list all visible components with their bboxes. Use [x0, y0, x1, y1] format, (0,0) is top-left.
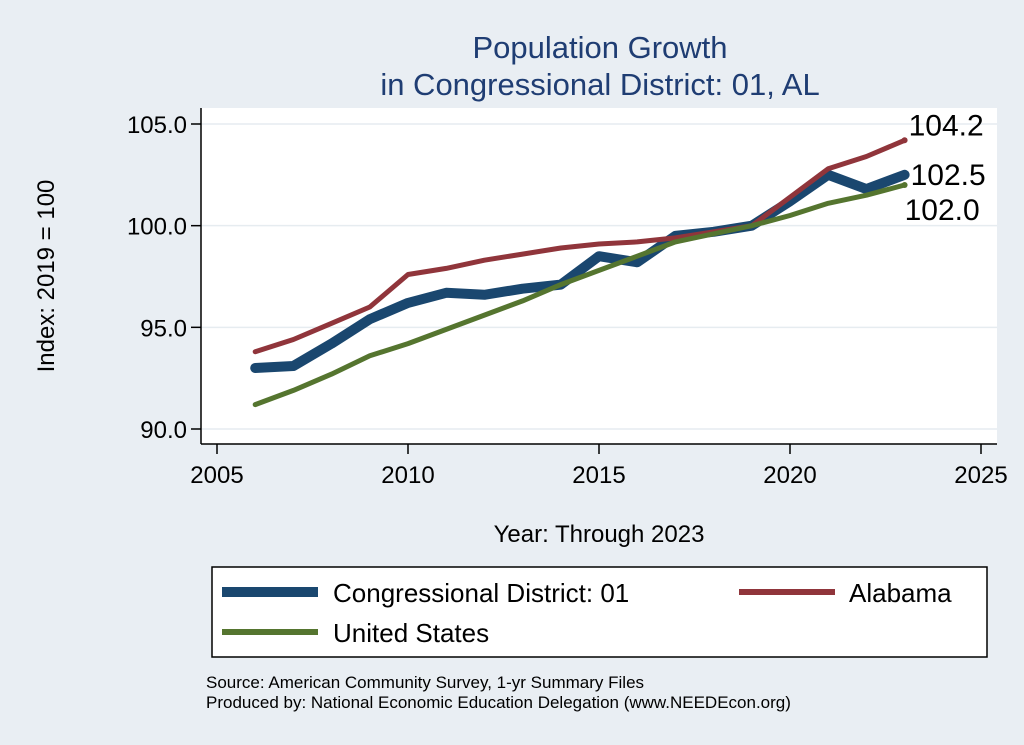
- producer-note: Produced by: National Economic Education…: [206, 693, 791, 712]
- end-label-united-states: 102.0: [905, 194, 980, 227]
- legend-label-united-states: United States: [333, 618, 489, 648]
- series-lines: [250, 137, 910, 408]
- y-tick-label: 100.0: [127, 214, 187, 241]
- y-tick-label: 105.0: [127, 112, 187, 139]
- end-marker: [901, 137, 908, 144]
- chart-title-line-2: in Congressional District: 01, AL: [380, 67, 819, 102]
- series-line-alabama: [252, 137, 908, 355]
- x-tick-label: 2025: [954, 462, 1007, 489]
- x-tick-label: 2020: [763, 462, 816, 489]
- gridlines: [201, 123, 997, 430]
- end-marker: [901, 182, 908, 188]
- y-tick-label: 90.0: [140, 417, 187, 444]
- series-line-congressional-district: [250, 169, 910, 373]
- legend-box: [211, 566, 988, 658]
- chart-title-line-1: Population Growth: [472, 30, 727, 65]
- x-tick-label: 2015: [572, 462, 625, 489]
- end-labels: 102.5 104.2 102.0: [901, 109, 986, 227]
- source-note: Source: American Community Survey, 1-yr …: [206, 673, 644, 692]
- x-tick-label: 2010: [381, 462, 434, 489]
- x-tick-label: 2005: [190, 462, 243, 489]
- y-tick-label: 95.0: [140, 315, 187, 342]
- axes: 90.0 95.0 100.0 105.0 2005 2010 2015 2020 2025: [127, 108, 1008, 489]
- end-label-alabama: 104.2: [909, 109, 984, 142]
- end-label-congressional-district: 102.5: [911, 159, 986, 192]
- series-line-united-states: [252, 182, 908, 408]
- plot-area: [201, 108, 997, 444]
- legend-label-congressional-district: Congressional District: 01: [333, 578, 629, 608]
- y-axis-title: Index: 2019 = 100: [33, 180, 60, 373]
- x-axis-title: Year: Through 2023: [494, 521, 705, 548]
- end-marker: [901, 171, 908, 178]
- legend-label-alabama: Alabama: [849, 578, 952, 608]
